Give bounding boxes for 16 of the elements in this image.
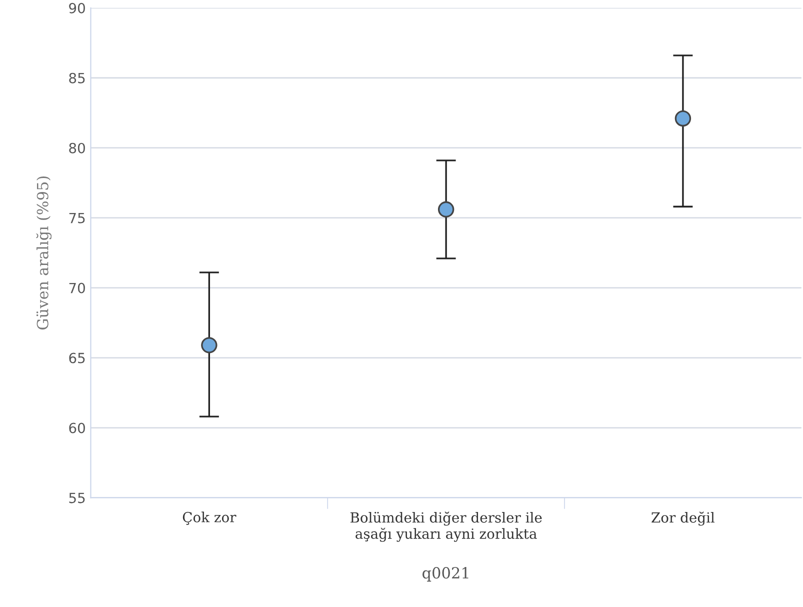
point — [438, 201, 454, 218]
x-tick-label: Zor değil — [652, 512, 715, 526]
y-tick-label: 75 — [69, 212, 85, 224]
y-tick-label: 55 — [69, 492, 85, 504]
x-axis-title: q0021 — [422, 567, 468, 582]
y-tick-label: 70 — [69, 282, 85, 294]
y-tick-label: 80 — [69, 142, 85, 154]
y-axis-title: Güven aralığı (%95) — [36, 176, 52, 330]
point — [201, 337, 218, 354]
point — [674, 110, 692, 127]
y-tick-label: 85 — [69, 72, 85, 84]
y-tick-label: 60 — [69, 422, 85, 434]
y-tick-label: 90 — [69, 2, 85, 14]
x-tick-label: Çok zor — [182, 512, 236, 525]
y-tick-label: 65 — [69, 352, 85, 364]
x-tick-label: Bolümdeki diğer dersler ile aşağı yukarı ayni zorlukta — [350, 512, 542, 542]
